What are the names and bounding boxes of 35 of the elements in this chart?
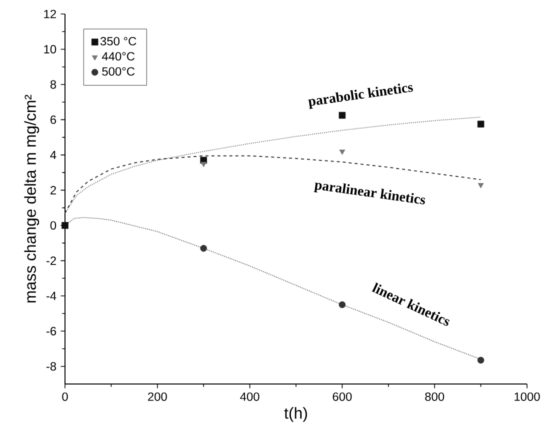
y-tick-label: 4 — [50, 150, 56, 160]
y-tick-label: 10 — [44, 45, 56, 54]
x-tick-label: 1000 — [514, 392, 540, 401]
line-series — [64, 155, 482, 214]
y-tick-label: -4 — [46, 292, 56, 300]
x-tick-label: 600 — [332, 392, 352, 401]
y-tick-label: 8 — [50, 80, 56, 89]
y-tick-label: 6 — [50, 115, 56, 124]
legend-label: 440°C — [102, 52, 135, 61]
x-tick-label: 0 — [62, 392, 68, 401]
y-tick-label: -8 — [46, 362, 56, 371]
point — [478, 183, 484, 188]
y-tick-label: -2 — [46, 256, 56, 265]
x-axis-title: t(h) — [284, 407, 307, 422]
point — [477, 120, 484, 128]
y-axis-title: mass change delta m mg/cm² — [24, 94, 40, 302]
y-tick-label: 2 — [50, 186, 56, 194]
y-tick-label: 12 — [44, 10, 56, 18]
y-tick-label: 0 — [50, 221, 56, 230]
x-tick-label: 200 — [148, 392, 167, 401]
point — [339, 150, 346, 155]
annotation: parabolic kinetics — [308, 84, 413, 109]
point — [338, 112, 346, 119]
x-tick-label: 400 — [240, 392, 260, 401]
y-tick-label: -6 — [46, 326, 56, 336]
point — [477, 356, 484, 364]
x-tick-label: 800 — [425, 392, 444, 401]
annotation: paralinear kinetics — [314, 182, 425, 204]
point — [338, 301, 346, 308]
line-series — [64, 116, 482, 214]
point — [62, 222, 68, 229]
legend-label: 500°C — [102, 67, 135, 76]
point — [200, 244, 207, 252]
point — [200, 162, 207, 168]
legend-label: 350 °C — [100, 36, 136, 46]
